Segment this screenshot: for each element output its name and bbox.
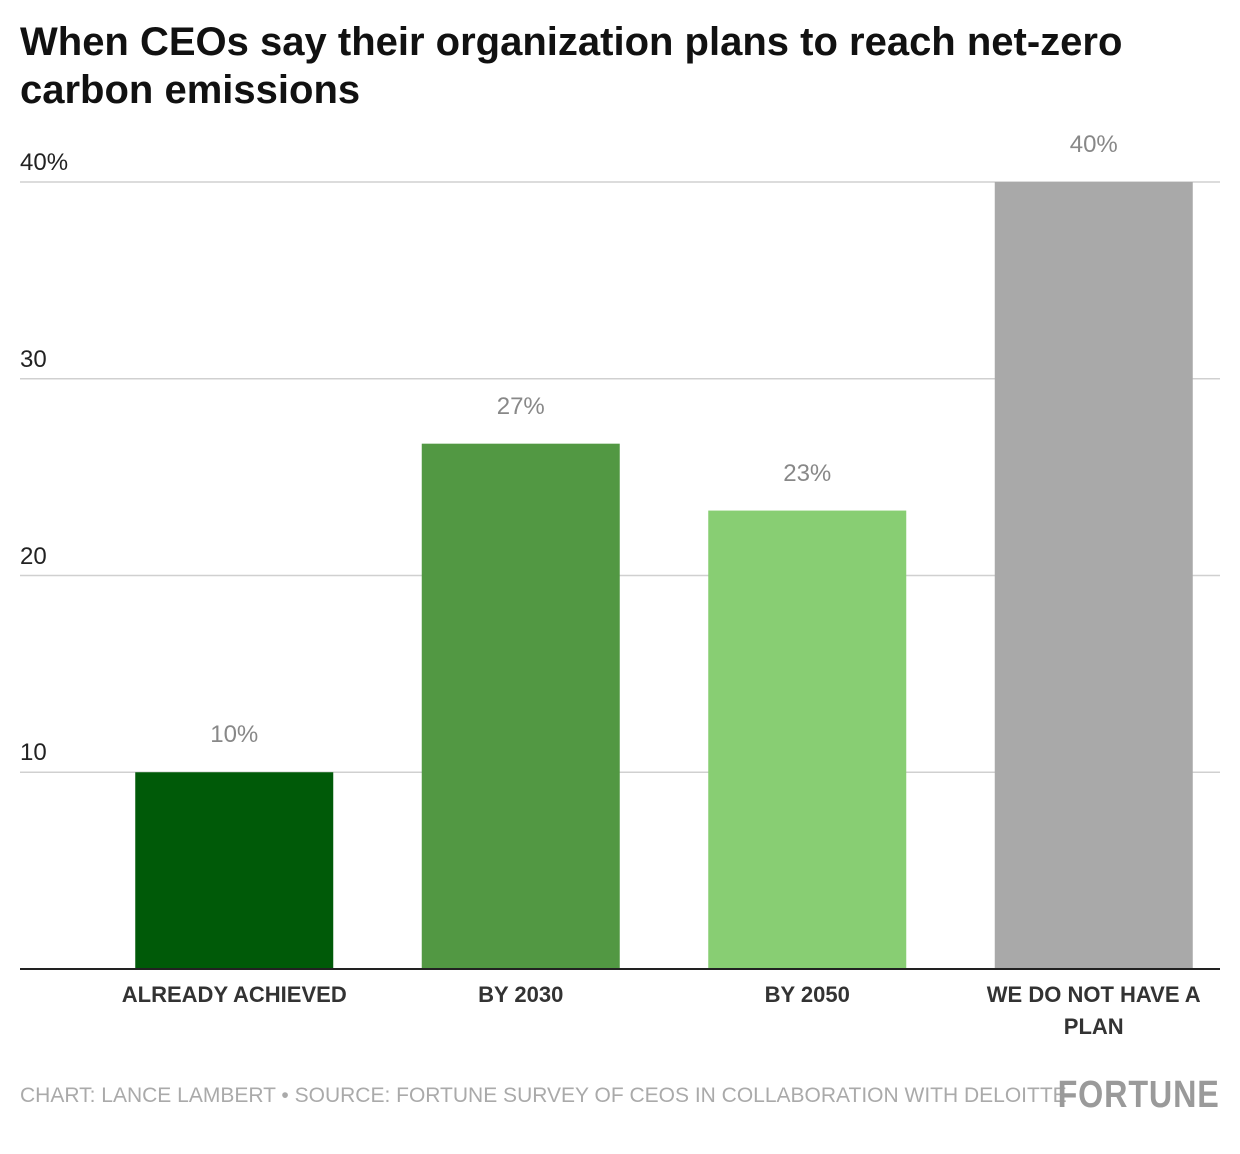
source-note: CHART: LANCE LAMBERT • SOURCE: FORTUNE S… — [20, 1084, 1067, 1107]
x-tick-label: BY 2030 — [478, 982, 564, 1007]
value-label: 40% — [1069, 131, 1118, 158]
bar — [708, 510, 907, 969]
value-label: 27% — [496, 392, 545, 420]
x-tick-label: BY 2050 — [764, 982, 850, 1007]
y-tick-label: 30 — [20, 345, 47, 373]
chart-title: When CEOs say their organization plans t… — [20, 20, 1123, 112]
x-tick-label: WE DO NOT HAVE A PLAN — [986, 982, 1201, 1039]
bar — [135, 772, 334, 969]
x-tick-label: ALREADY ACHIEVED — [121, 982, 347, 1007]
bar — [421, 443, 620, 969]
y-tick-label: 40% — [20, 149, 69, 176]
bar — [994, 182, 1193, 969]
brand-logo: FORTUNE — [1057, 1074, 1220, 1116]
y-tick-label: 10 — [20, 739, 47, 767]
value-label: 10% — [210, 721, 259, 749]
value-label: 23% — [783, 459, 832, 487]
y-tick-label: 20 — [20, 542, 47, 570]
